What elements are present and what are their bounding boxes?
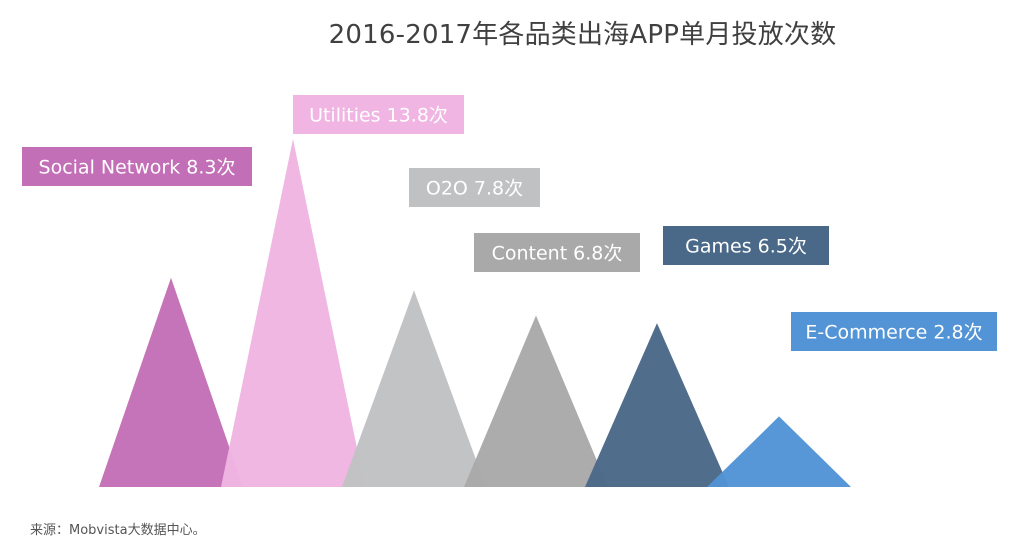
label-box-o2o — [409, 168, 540, 207]
label-box-social-network — [22, 147, 252, 186]
triangle-social-network — [99, 277, 243, 487]
data-label-o2o: O2O 7.8次 — [426, 178, 523, 200]
data-label-e-commerce: E-Commerce 2.8次 — [805, 322, 982, 344]
label-box-utilities — [293, 95, 464, 134]
triangle-games — [585, 323, 729, 487]
data-label-games: Games 6.5次 — [685, 236, 807, 258]
triangle-e-commerce — [707, 416, 851, 487]
triangle-content — [464, 315, 608, 487]
source-note: 来源：Mobvista大数据中心。 — [30, 523, 206, 538]
data-label-utilities: Utilities 13.8次 — [309, 105, 448, 127]
triangle-utilities — [221, 139, 365, 487]
label-box-games — [663, 226, 829, 265]
label-box-content — [474, 233, 640, 272]
triangle-o2o — [342, 290, 486, 487]
chart-title: 2016-2017年各品类出海APP单月投放次数 — [328, 20, 837, 50]
data-label-social-network: Social Network 8.3次 — [39, 157, 236, 179]
data-label-content: Content 6.8次 — [492, 243, 623, 265]
label-box-e-commerce — [791, 312, 997, 351]
